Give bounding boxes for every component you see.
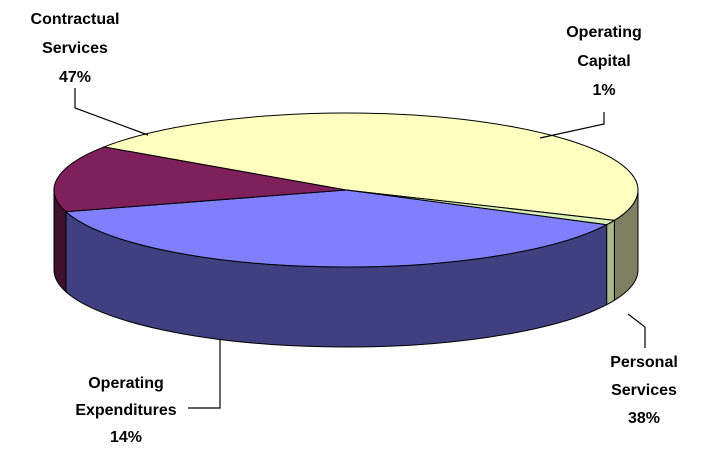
slice-label-personal-services-line1: Personal <box>610 354 678 371</box>
slice-pct-personal-services: 38% <box>628 410 660 427</box>
slice-label-operating-expenditures-line2: Expenditures <box>75 402 176 419</box>
slice-label-operating-capital-line1: Operating <box>566 24 642 41</box>
pie-slice-personal-services <box>64 189 609 268</box>
leader-line-personal-services <box>627 313 646 348</box>
slice-pct-operating-capital: 1% <box>592 82 615 99</box>
slice-label-personal-services-line2: Services <box>611 382 677 399</box>
pie-slice-contractual <box>102 112 639 221</box>
pie-sides <box>53 189 639 348</box>
pie-slice-operating-expenditures <box>53 146 347 213</box>
slice-label-contractual-line1: Contractual <box>31 11 120 28</box>
slice-pct-contractual: 47% <box>59 69 91 86</box>
slice-pct-operating-expenditures: 14% <box>110 429 142 446</box>
slice-label-operating-capital-line2: Capital <box>577 53 630 70</box>
slice-label-contractual-line2: Services <box>42 40 108 57</box>
leader-line-operating-expenditures <box>188 340 221 409</box>
leader-line-contractual <box>74 88 149 136</box>
pie-side-operating-capital <box>606 219 615 306</box>
leader-line-operating-capital <box>539 112 605 139</box>
pie-tops <box>53 112 639 268</box>
slice-label-operating-expenditures-line1: Operating <box>88 375 164 392</box>
